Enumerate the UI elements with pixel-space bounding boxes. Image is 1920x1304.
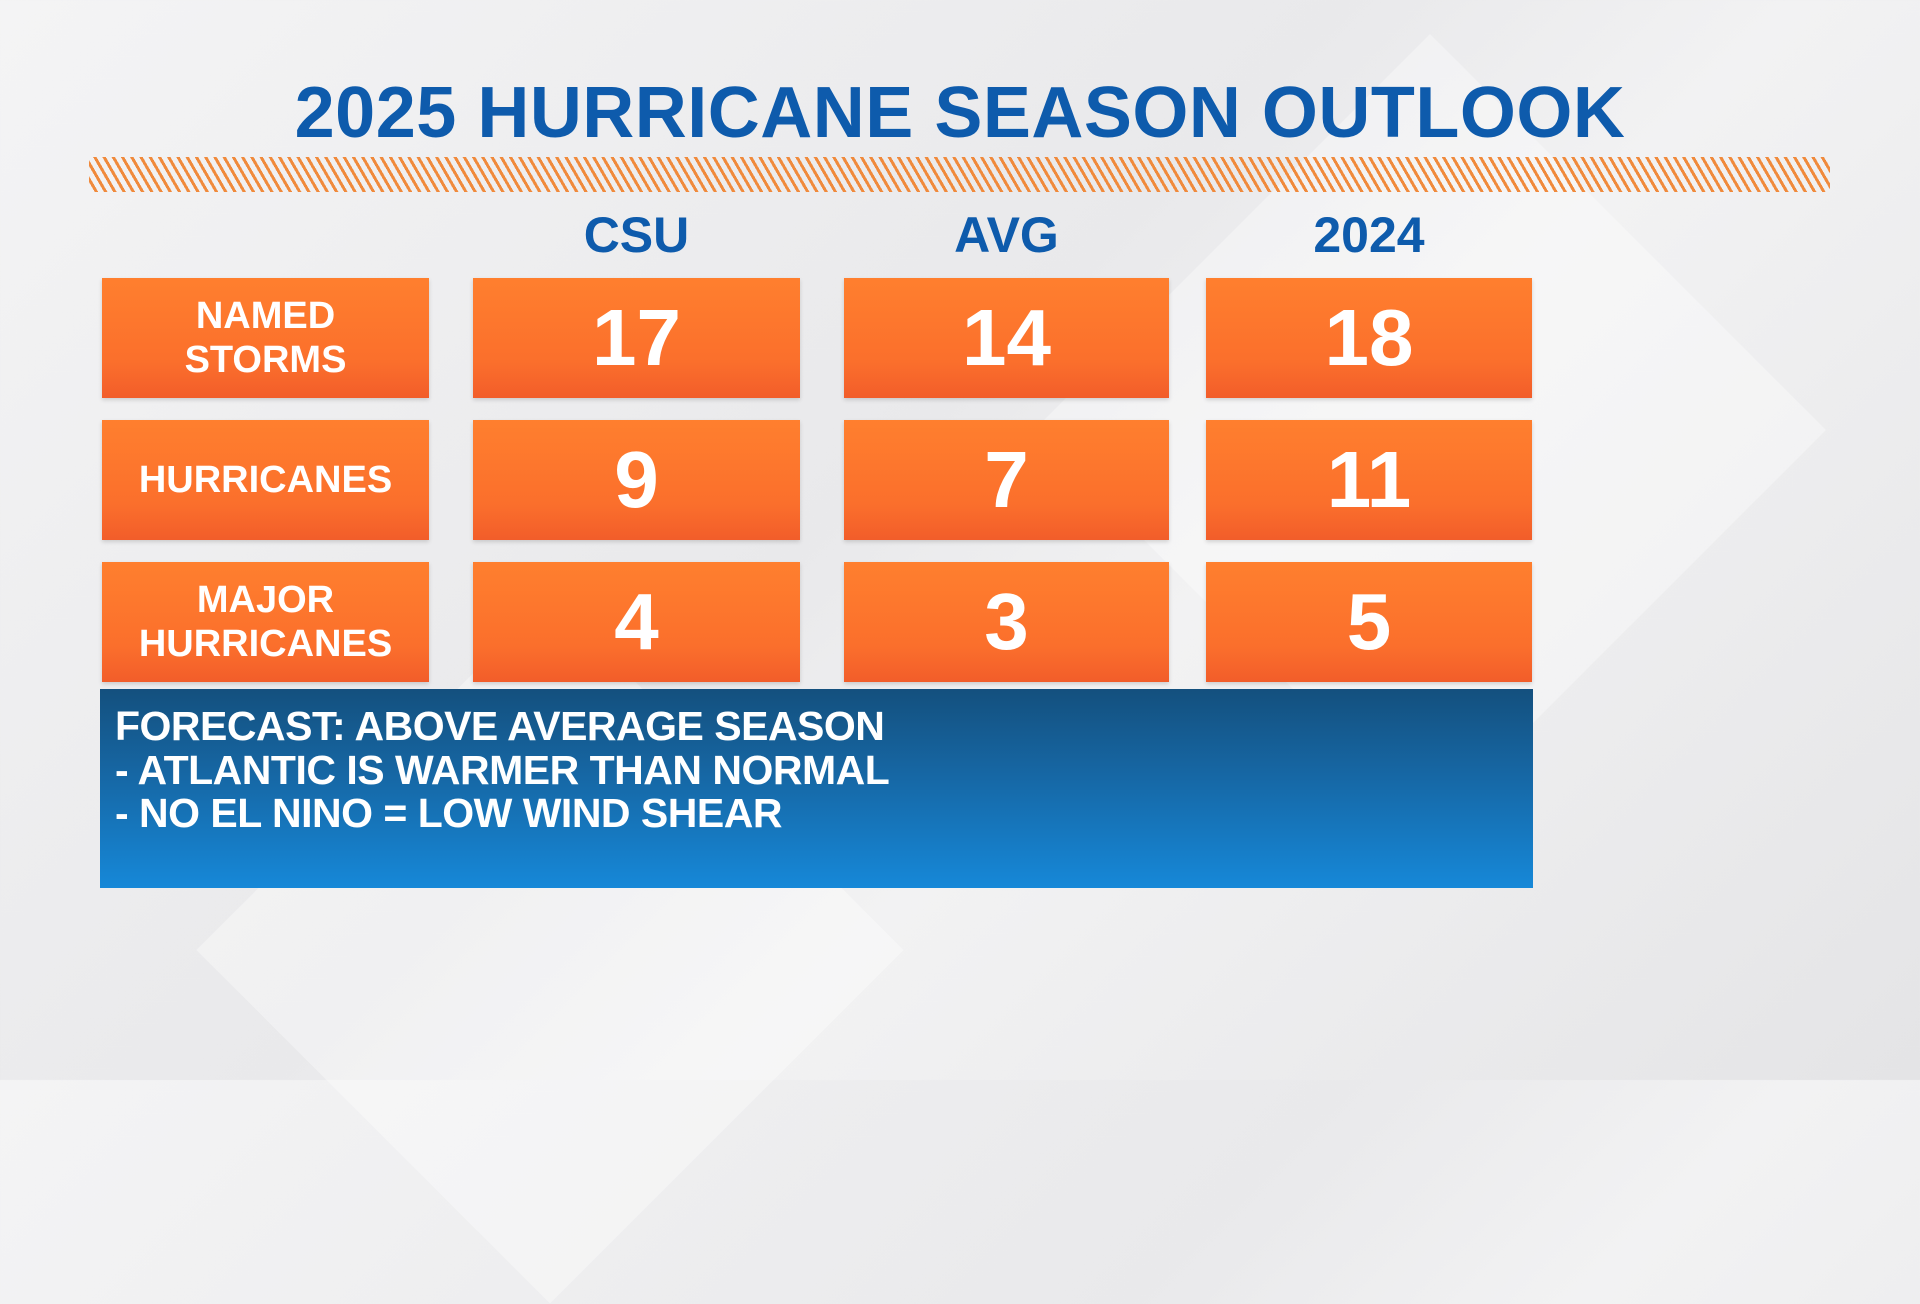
value-cell: 11 xyxy=(1206,420,1532,540)
label-line: MAJOR xyxy=(196,579,335,621)
label-line: NAMED xyxy=(195,295,336,337)
forecast-line: - ATLANTIC IS WARMER THAN NORMAL xyxy=(115,747,890,793)
column-header-csu: CSU xyxy=(583,207,690,263)
value-cell: 9 xyxy=(473,420,800,540)
column-header-avg: AVG xyxy=(954,207,1059,263)
value-cell: 7 xyxy=(844,420,1169,540)
forecast-panel: FORECAST: ABOVE AVERAGE SEASON - ATLANTI… xyxy=(100,689,1533,888)
value-cell: 14 xyxy=(844,278,1169,398)
column-header-2024: 2024 xyxy=(1313,207,1425,263)
value-cell: 4 xyxy=(473,562,800,682)
value-cell: 17 xyxy=(473,278,800,398)
forecast-line: - NO EL NINO = LOW WIND SHEAR xyxy=(115,790,782,836)
label-line: HURRICANES xyxy=(138,459,393,501)
hatched-divider xyxy=(89,157,1830,192)
value-cell: 18 xyxy=(1206,278,1532,398)
forecast-line: FORECAST: ABOVE AVERAGE SEASON xyxy=(115,703,885,749)
value-cell: 3 xyxy=(844,562,1169,682)
label-line: HURRICANES xyxy=(138,623,393,665)
row-label-hurricanes: HURRICANES xyxy=(102,420,429,540)
value-cell: 5 xyxy=(1206,562,1532,682)
label-line: STORMS xyxy=(184,339,347,381)
page-title: 2025 HURRICANE SEASON OUTLOOK xyxy=(294,73,1626,153)
row-label-major-hurricanes: MAJOR HURRICANES xyxy=(102,562,429,682)
row-label-named-storms: NAMED STORMS xyxy=(102,278,429,398)
